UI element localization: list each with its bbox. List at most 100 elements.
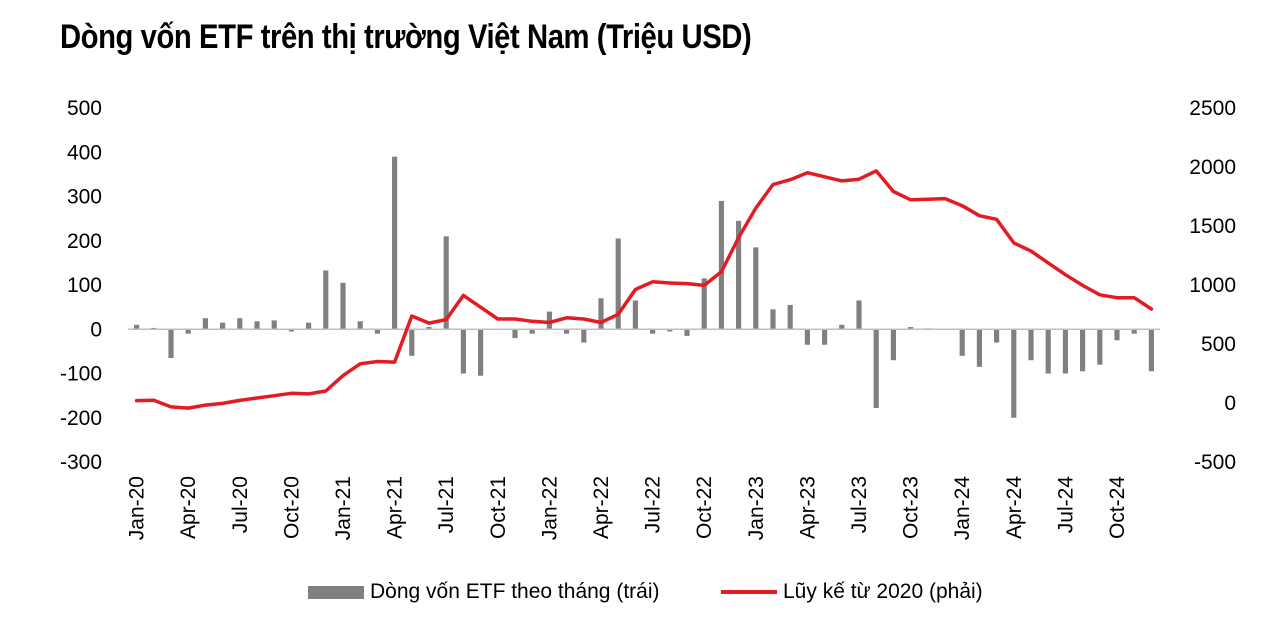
x-tick-label: Jul-20 xyxy=(229,476,252,533)
legend-label-line: Lũy kế từ 2020 (phải) xyxy=(783,580,983,603)
x-tick-label: Oct-22 xyxy=(693,476,716,539)
left-axis-ticks: 500 400 300 200 100 0 -100 -200 -300 xyxy=(60,97,102,474)
flow-bar xyxy=(134,324,140,330)
flow-bar xyxy=(701,278,707,330)
flow-bar xyxy=(202,318,208,330)
flow-bar xyxy=(1045,329,1051,374)
x-tick-label: Jan-24 xyxy=(951,476,974,541)
x-tick-label: Apr-22 xyxy=(590,476,613,539)
x-tick-label: Oct-20 xyxy=(280,476,303,539)
left-tick-label: 300 xyxy=(67,186,102,209)
flow-bar xyxy=(667,329,673,332)
legend-swatch-line xyxy=(721,590,777,594)
flow-bar xyxy=(753,247,759,330)
left-tick-label: -300 xyxy=(60,451,102,474)
flow-bar xyxy=(1080,329,1086,372)
x-tick-label: Apr-20 xyxy=(177,476,200,539)
flow-bar xyxy=(581,329,587,343)
x-tick-label: Jul-23 xyxy=(848,476,871,533)
flow-bar xyxy=(994,329,1000,343)
flow-bar xyxy=(357,321,363,330)
flow-bar xyxy=(1062,329,1068,374)
left-tick-label: -100 xyxy=(60,363,102,386)
flow-bar xyxy=(478,329,484,376)
legend-label-bars: Dòng vốn ETF theo tháng (trái) xyxy=(370,580,660,603)
flow-bar xyxy=(306,322,312,330)
flow-bar xyxy=(770,309,776,330)
flow-bar xyxy=(598,298,604,330)
x-tick-label: Oct-23 xyxy=(900,476,923,539)
right-tick-label: 0 xyxy=(1224,392,1236,415)
legend-item-line: Lũy kế từ 2020 (phải) xyxy=(721,580,983,604)
left-tick-label: 400 xyxy=(67,141,102,164)
right-axis-ticks: 2500 2000 1500 1000 500 0 -500 xyxy=(1189,97,1236,474)
flow-bar xyxy=(804,329,810,345)
x-tick-label: Oct-21 xyxy=(487,476,510,539)
flow-bar xyxy=(288,329,294,332)
flow-bar xyxy=(392,156,398,330)
legend-swatch-bars xyxy=(308,585,364,599)
right-tick-label: 1500 xyxy=(1189,215,1236,238)
flow-bar xyxy=(1011,329,1017,418)
flow-bar xyxy=(736,220,742,330)
flow-bar xyxy=(1131,329,1137,334)
cumulative-line xyxy=(134,169,1154,410)
flow-bar xyxy=(529,329,535,334)
flow-bar xyxy=(546,311,552,330)
flow-bar xyxy=(1097,329,1103,365)
flow-bar xyxy=(443,236,449,330)
flow-bar xyxy=(220,322,226,330)
x-tick-label: Jul-21 xyxy=(435,476,458,533)
flow-bar xyxy=(185,329,191,334)
flow-bar xyxy=(822,329,828,345)
flow-bar xyxy=(959,329,965,356)
flow-bar xyxy=(1148,329,1154,372)
x-axis-ticks: Jan-20 Apr-20 Jul-20 Oct-20 Jan-21 Apr-21 Jul-… xyxy=(126,476,1129,541)
right-tick-label: -500 xyxy=(1194,451,1236,474)
flow-bar xyxy=(873,329,879,409)
flow-bar xyxy=(409,329,415,356)
flow-bar xyxy=(237,318,243,330)
flow-bar xyxy=(271,320,277,330)
flow-bar xyxy=(632,300,638,330)
flow-bar xyxy=(1028,329,1034,361)
flow-bar xyxy=(787,304,793,330)
x-tick-label: Apr-24 xyxy=(1003,476,1026,539)
flow-bar xyxy=(1114,329,1120,341)
x-tick-label: Apr-23 xyxy=(796,476,819,539)
x-tick-label: Jan-21 xyxy=(332,476,355,540)
flow-bar xyxy=(426,327,432,330)
left-tick-label: 200 xyxy=(67,230,102,253)
flow-bar xyxy=(254,321,260,330)
flow-bar xyxy=(718,200,724,330)
x-tick-label: Apr-21 xyxy=(384,476,407,539)
chart-legend: Dòng vốn ETF theo tháng (trái) Lũy kế từ… xyxy=(0,580,1278,610)
flow-bar xyxy=(323,270,329,330)
x-tick-label: Oct-24 xyxy=(1106,476,1129,539)
right-tick-label: 2000 xyxy=(1189,156,1236,179)
x-tick-label: Jan-22 xyxy=(538,476,561,540)
flow-bar xyxy=(512,329,518,339)
legend-item-bars: Dòng vốn ETF theo tháng (trái) xyxy=(308,580,659,604)
right-tick-label: 1000 xyxy=(1189,274,1236,297)
flow-bar xyxy=(856,300,862,330)
left-tick-label: 0 xyxy=(90,318,102,341)
bar-series xyxy=(134,156,1154,418)
flow-bar xyxy=(684,329,690,336)
chart-title: Dòng vốn ETF trên thị trường Việt Nam (T… xyxy=(60,18,752,56)
flow-bar xyxy=(564,329,570,334)
x-tick-label: Jan-20 xyxy=(126,476,149,540)
flow-bar xyxy=(908,327,914,330)
flow-bar xyxy=(890,329,896,361)
flow-bar xyxy=(374,329,380,334)
left-tick-label: 500 xyxy=(67,97,102,120)
flow-bar xyxy=(976,329,982,367)
flow-bar xyxy=(168,329,174,359)
x-tick-label: Jul-24 xyxy=(1054,476,1077,534)
flow-bar xyxy=(340,282,346,330)
flow-bar xyxy=(615,238,621,330)
flow-bar xyxy=(460,329,466,374)
flow-bar xyxy=(839,324,845,330)
right-tick-label: 500 xyxy=(1201,333,1236,356)
